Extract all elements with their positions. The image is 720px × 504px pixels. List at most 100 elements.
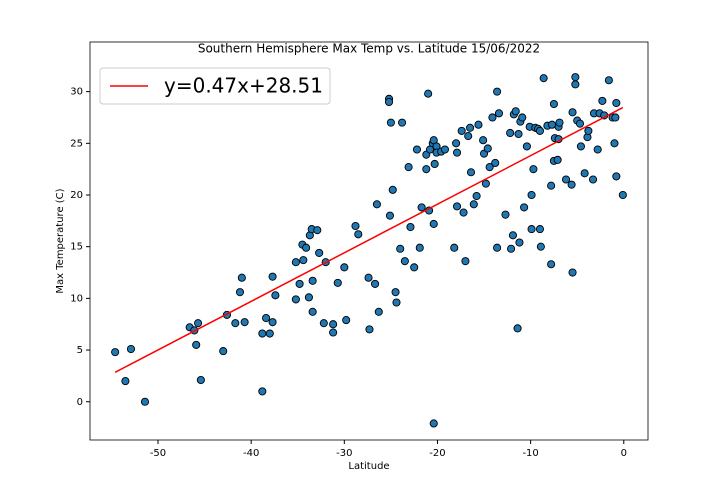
point [302, 243, 311, 252]
legend-label: y=0.47x+28.51 [164, 74, 323, 98]
point [461, 257, 470, 266]
point [429, 219, 438, 228]
x-tick-label: -10 [522, 448, 538, 459]
point [308, 276, 317, 285]
point [536, 242, 545, 251]
y-axis-label: Max Temperature (C) [55, 188, 66, 293]
point [240, 318, 249, 327]
chart-title: Southern Hemisphere Max Temp vs. Latitud… [198, 42, 540, 56]
point [598, 96, 607, 105]
point [612, 98, 621, 108]
point [315, 248, 324, 257]
point [452, 148, 462, 157]
point [466, 168, 476, 177]
point [481, 179, 490, 188]
point [511, 107, 520, 116]
point [333, 278, 342, 287]
point [268, 272, 277, 281]
point [547, 181, 556, 190]
point [365, 325, 374, 334]
point [580, 169, 589, 178]
point [219, 347, 228, 356]
point [485, 163, 494, 172]
point [340, 263, 349, 272]
point [472, 191, 481, 201]
point [527, 190, 536, 200]
point [265, 329, 274, 338]
point [417, 203, 426, 212]
point [588, 175, 598, 184]
point [604, 76, 613, 85]
point [568, 108, 577, 117]
point [371, 279, 380, 288]
point [513, 324, 522, 333]
y-tick-label: 10 [70, 293, 83, 304]
y-tick-label: 20 [70, 190, 83, 201]
point [575, 119, 585, 128]
point [329, 320, 338, 329]
y-tick-label: 0 [77, 397, 83, 408]
point [494, 109, 504, 118]
point [493, 87, 502, 96]
point [553, 155, 562, 164]
x-tick-label: -40 [243, 448, 259, 459]
point [549, 99, 558, 109]
point [313, 226, 322, 235]
point [412, 145, 422, 154]
point [515, 238, 524, 247]
point [457, 126, 466, 135]
point [593, 145, 602, 154]
point [196, 375, 205, 385]
point [527, 225, 536, 234]
point [618, 190, 627, 200]
point [291, 295, 300, 304]
point [479, 136, 488, 145]
x-tick-label: -30 [336, 448, 352, 459]
y-tick-label: 25 [70, 138, 83, 149]
point [398, 118, 407, 127]
point [529, 165, 538, 174]
point [422, 165, 431, 174]
point [231, 319, 240, 328]
point [192, 340, 201, 349]
y-tick-label: 5 [77, 345, 83, 356]
point [429, 419, 438, 428]
point [488, 113, 497, 122]
point [299, 256, 308, 265]
point [555, 118, 564, 127]
point [561, 175, 571, 184]
point [319, 319, 328, 328]
y-tick-label: 15 [70, 242, 83, 253]
point [308, 307, 317, 316]
point [464, 132, 473, 141]
point [610, 139, 619, 148]
point [520, 203, 529, 212]
point [388, 185, 397, 194]
point [304, 293, 313, 302]
point [568, 268, 577, 277]
point [406, 222, 415, 232]
point [271, 291, 280, 300]
x-tick-label: -50 [150, 448, 166, 459]
point [514, 129, 523, 139]
point [121, 377, 130, 386]
point [140, 397, 150, 406]
point [410, 263, 419, 272]
point [396, 244, 405, 253]
point [493, 243, 502, 252]
point [364, 273, 373, 282]
point [430, 159, 439, 169]
point [612, 172, 621, 181]
point [342, 316, 351, 325]
point [404, 163, 413, 172]
point [351, 221, 360, 231]
point [440, 145, 449, 154]
point [571, 80, 580, 89]
x-tick-label: -20 [429, 448, 445, 459]
point [567, 180, 576, 189]
regression-line [114, 106, 624, 373]
point [584, 126, 593, 135]
point [354, 230, 363, 239]
point [385, 211, 395, 220]
